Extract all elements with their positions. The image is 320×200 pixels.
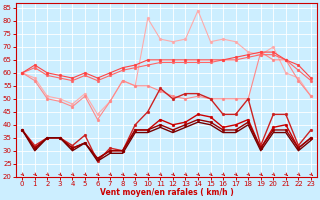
X-axis label: Vent moyen/en rafales ( km/h ): Vent moyen/en rafales ( km/h ) (100, 188, 234, 197)
